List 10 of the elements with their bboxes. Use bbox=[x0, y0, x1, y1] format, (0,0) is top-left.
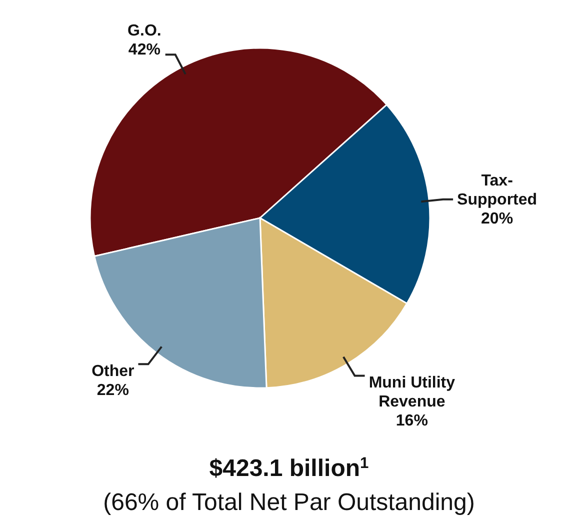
slice-label: Other bbox=[92, 363, 134, 380]
data-label: 16% bbox=[396, 412, 428, 430]
slice-label: Tax-Supported bbox=[457, 172, 538, 208]
slice-label: G.O. bbox=[128, 22, 162, 40]
text: (66% of Total Net Par Outstanding) bbox=[103, 489, 475, 516]
data-label: 20% bbox=[481, 210, 514, 228]
data-label: 42% bbox=[128, 42, 160, 59]
text: $423.1 billion$^{1}$ bbox=[209, 454, 370, 482]
slice-label: Muni Utility Revenue bbox=[368, 374, 456, 411]
data-label: 22% bbox=[96, 382, 129, 400]
